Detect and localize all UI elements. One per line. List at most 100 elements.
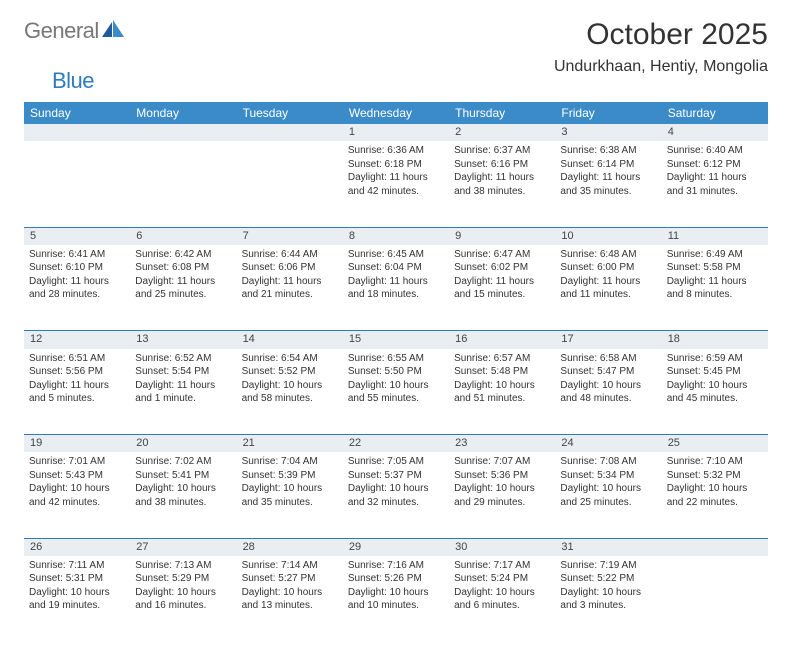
day-number-row: 19202122232425 [24,435,768,453]
daylight-text: and 29 minutes. [454,496,550,510]
location: Undurkhaan, Hentiy, Mongolia [554,58,768,76]
daylight-text: Daylight: 10 hours [135,482,231,496]
day-number-row: 12131415161718 [24,331,768,349]
sunset-text: Sunset: 5:43 PM [29,469,125,483]
day-number: 5 [24,227,130,245]
daylight-text: and 42 minutes. [29,496,125,510]
day-number: 14 [237,331,343,349]
daylight-text: and 28 minutes. [29,288,125,302]
calendar-cell: Sunrise: 6:49 AMSunset: 5:58 PMDaylight:… [662,245,768,331]
daylight-text: Daylight: 10 hours [454,482,550,496]
calendar-cell: Sunrise: 7:05 AMSunset: 5:37 PMDaylight:… [343,452,449,538]
daylight-text: and 25 minutes. [135,288,231,302]
calendar-cell: Sunrise: 7:19 AMSunset: 5:22 PMDaylight:… [555,556,661,642]
daylight-text: Daylight: 10 hours [667,482,763,496]
weekday-header: Sunday [24,102,130,124]
calendar-cell: Sunrise: 6:51 AMSunset: 5:56 PMDaylight:… [24,349,130,435]
day-number: 21 [237,435,343,453]
day-number: 29 [343,538,449,556]
daylight-text: Daylight: 10 hours [242,379,338,393]
sunrise-text: Sunrise: 6:55 AM [348,352,444,366]
calendar-cell: Sunrise: 6:36 AMSunset: 6:18 PMDaylight:… [343,141,449,227]
day-number: 17 [555,331,661,349]
sunrise-text: Sunrise: 6:38 AM [560,144,656,158]
daylight-text: Daylight: 10 hours [560,586,656,600]
daylight-text: and 55 minutes. [348,392,444,406]
calendar-cell [24,141,130,227]
sunrise-text: Sunrise: 6:45 AM [348,248,444,262]
sunrise-text: Sunrise: 6:41 AM [29,248,125,262]
calendar-cell: Sunrise: 7:10 AMSunset: 5:32 PMDaylight:… [662,452,768,538]
sunrise-text: Sunrise: 6:49 AM [667,248,763,262]
calendar-cell: Sunrise: 6:38 AMSunset: 6:14 PMDaylight:… [555,141,661,227]
month-title: October 2025 [554,18,768,52]
calendar-cell [237,141,343,227]
sunset-text: Sunset: 5:41 PM [135,469,231,483]
day-number: 30 [449,538,555,556]
daylight-text: Daylight: 10 hours [348,482,444,496]
day-number: 6 [130,227,236,245]
sunset-text: Sunset: 6:18 PM [348,158,444,172]
weekday-header: Thursday [449,102,555,124]
sunset-text: Sunset: 5:58 PM [667,261,763,275]
sunrise-text: Sunrise: 6:44 AM [242,248,338,262]
weekday-header: Wednesday [343,102,449,124]
weekday-header: Friday [555,102,661,124]
day-number: 27 [130,538,236,556]
day-number: 2 [449,124,555,141]
sunrise-text: Sunrise: 7:02 AM [135,455,231,469]
daylight-text: Daylight: 10 hours [667,379,763,393]
calendar-body: 1234Sunrise: 6:36 AMSunset: 6:18 PMDayli… [24,124,768,642]
day-number: 11 [662,227,768,245]
logo-word1: General [24,18,99,44]
day-number: 9 [449,227,555,245]
calendar-cell: Sunrise: 6:37 AMSunset: 6:16 PMDaylight:… [449,141,555,227]
calendar-cell: Sunrise: 6:41 AMSunset: 6:10 PMDaylight:… [24,245,130,331]
sunset-text: Sunset: 6:14 PM [560,158,656,172]
day-number [237,124,343,141]
calendar-cell: Sunrise: 6:47 AMSunset: 6:02 PMDaylight:… [449,245,555,331]
calendar-cell: Sunrise: 7:04 AMSunset: 5:39 PMDaylight:… [237,452,343,538]
sunrise-text: Sunrise: 7:10 AM [667,455,763,469]
day-number: 12 [24,331,130,349]
day-number: 1 [343,124,449,141]
daylight-text: Daylight: 10 hours [560,482,656,496]
daylight-text: Daylight: 10 hours [242,586,338,600]
day-number: 28 [237,538,343,556]
day-number: 31 [555,538,661,556]
sunset-text: Sunset: 6:12 PM [667,158,763,172]
sunrise-text: Sunrise: 6:47 AM [454,248,550,262]
daylight-text: and 42 minutes. [348,185,444,199]
sunset-text: Sunset: 6:04 PM [348,261,444,275]
day-number: 8 [343,227,449,245]
sunset-text: Sunset: 5:34 PM [560,469,656,483]
calendar-table: Sunday Monday Tuesday Wednesday Thursday… [24,102,768,642]
sunset-text: Sunset: 5:45 PM [667,365,763,379]
weekday-header: Monday [130,102,236,124]
daylight-text: and 6 minutes. [454,599,550,613]
day-number-row: 567891011 [24,227,768,245]
calendar-cell: Sunrise: 7:13 AMSunset: 5:29 PMDaylight:… [130,556,236,642]
daylight-text: Daylight: 11 hours [667,275,763,289]
daylight-text: Daylight: 11 hours [560,171,656,185]
sunrise-text: Sunrise: 6:40 AM [667,144,763,158]
day-number: 4 [662,124,768,141]
sunset-text: Sunset: 6:16 PM [454,158,550,172]
sunset-text: Sunset: 5:27 PM [242,572,338,586]
calendar-cell [662,556,768,642]
daylight-text: Daylight: 11 hours [29,379,125,393]
sunrise-text: Sunrise: 7:11 AM [29,559,125,573]
calendar-cell: Sunrise: 6:48 AMSunset: 6:00 PMDaylight:… [555,245,661,331]
calendar-cell: Sunrise: 6:58 AMSunset: 5:47 PMDaylight:… [555,349,661,435]
daylight-text: Daylight: 11 hours [454,171,550,185]
sunrise-text: Sunrise: 6:58 AM [560,352,656,366]
daylight-text: and 25 minutes. [560,496,656,510]
daylight-text: and 32 minutes. [348,496,444,510]
daylight-text: and 18 minutes. [348,288,444,302]
daylight-text: and 16 minutes. [135,599,231,613]
day-number-row: 1234 [24,124,768,141]
calendar-cell: Sunrise: 7:14 AMSunset: 5:27 PMDaylight:… [237,556,343,642]
sunset-text: Sunset: 5:56 PM [29,365,125,379]
sunset-text: Sunset: 6:06 PM [242,261,338,275]
daylight-text: Daylight: 10 hours [454,586,550,600]
